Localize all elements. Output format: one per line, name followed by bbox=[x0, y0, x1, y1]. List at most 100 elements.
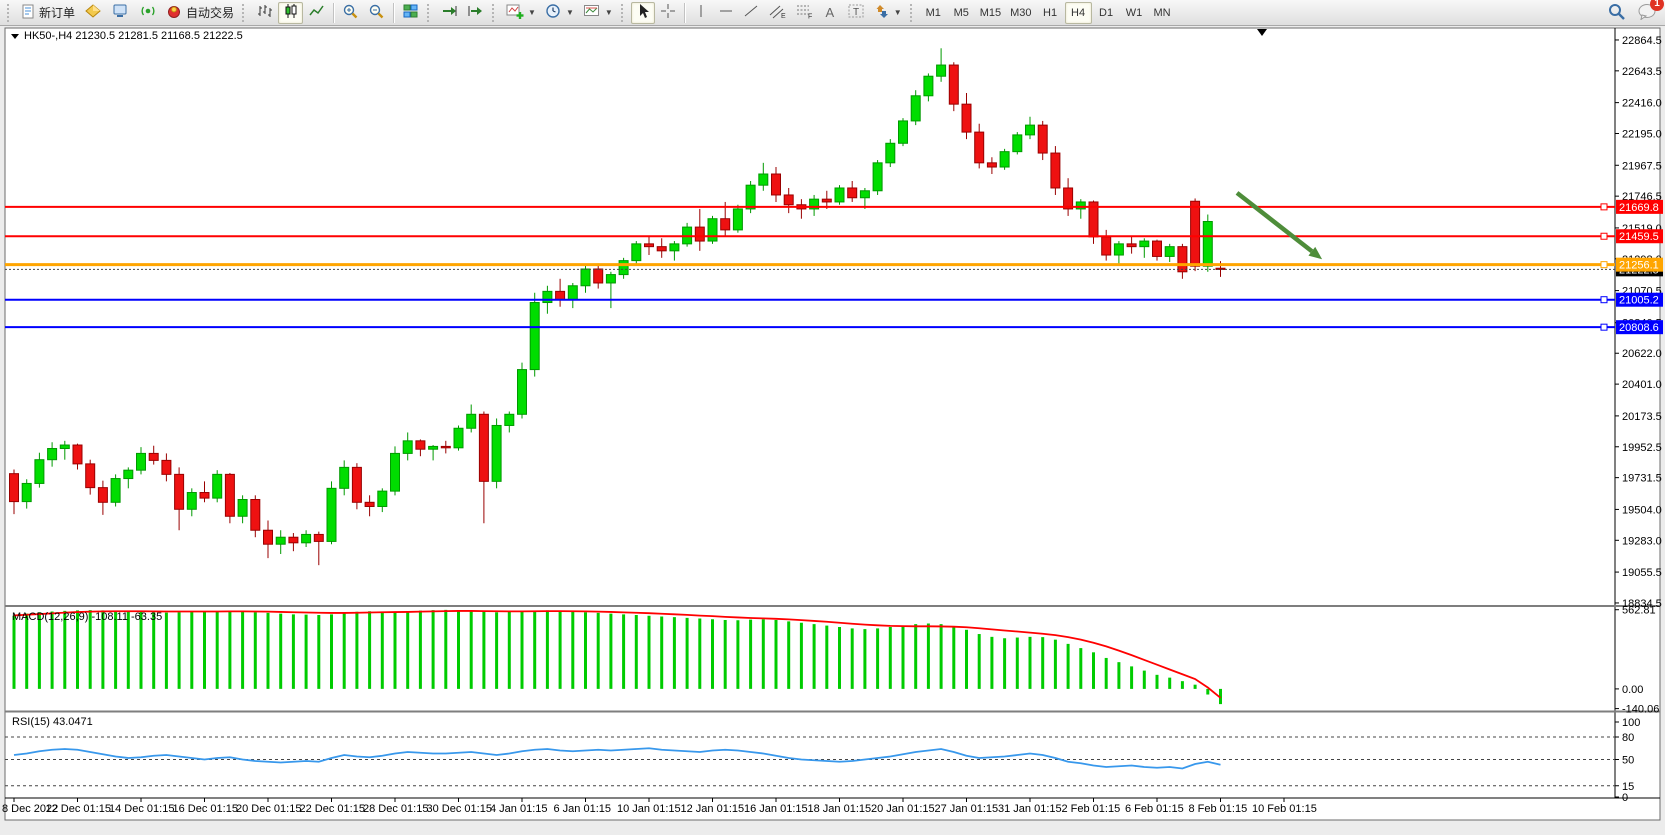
toolbar-grip bbox=[492, 3, 498, 22]
periods-caret-icon: ▼ bbox=[565, 8, 574, 17]
timeframe-button-MN[interactable]: MN bbox=[1149, 2, 1176, 24]
periods-button[interactable]: ▼ bbox=[541, 2, 578, 24]
arrows-icon bbox=[874, 3, 890, 22]
horizontal-line-tool-button[interactable] bbox=[714, 2, 738, 24]
chart-shift-button[interactable] bbox=[463, 2, 488, 24]
timeframe-button-H1[interactable]: H1 bbox=[1037, 2, 1064, 24]
tile-windows-button[interactable] bbox=[398, 2, 423, 24]
trend-arrow[interactable] bbox=[1235, 191, 1314, 254]
vertical-line-tool-button[interactable] bbox=[689, 2, 713, 24]
time-tick-label: 28 Dec 01:15 bbox=[363, 803, 428, 815]
candle-body bbox=[72, 444, 83, 465]
time-tick-label: 12 Dec 01:15 bbox=[46, 803, 111, 815]
timeframe-button-M30[interactable]: M30 bbox=[1006, 2, 1035, 24]
time-tick-label: 27 Jan 01:15 bbox=[935, 803, 999, 815]
candle-body bbox=[440, 445, 451, 449]
price-tick-label: 19504.0 bbox=[1622, 504, 1662, 516]
cursor-tool-button[interactable] bbox=[630, 1, 655, 24]
time-tick-label: 6 Jan 01:15 bbox=[554, 803, 612, 815]
candle-body bbox=[377, 490, 388, 507]
text-label-tool-button[interactable]: T bbox=[843, 2, 869, 24]
time-tick-label: 20 Jan 01:15 bbox=[871, 803, 935, 815]
level-tag-label: 21005.2 bbox=[1619, 295, 1659, 307]
price-tick-label: 22195.0 bbox=[1622, 128, 1662, 140]
candle-body bbox=[783, 194, 794, 206]
timeframe-button-M1[interactable]: M1 bbox=[920, 2, 947, 24]
time-tick-label: 20 Dec 01:15 bbox=[236, 803, 301, 815]
rsi-tick-label: 15 bbox=[1622, 781, 1634, 793]
rsi-label: RSI(15) 43.0471 bbox=[12, 716, 93, 728]
arrows-tool-button[interactable]: ▼ bbox=[870, 2, 906, 24]
candle-body bbox=[237, 499, 248, 517]
level-line-handle[interactable] bbox=[1600, 232, 1608, 240]
price-tick-label: 22416.0 bbox=[1622, 98, 1662, 110]
crosshair-tool-button[interactable] bbox=[656, 2, 680, 24]
trend-arrow-head[interactable] bbox=[1308, 246, 1323, 260]
fibonacci-tool-button[interactable]: F bbox=[791, 2, 817, 24]
timeframe-button-W1[interactable]: W1 bbox=[1121, 2, 1148, 24]
candle-body bbox=[491, 424, 502, 482]
line-chart-mode-button[interactable] bbox=[304, 2, 329, 24]
level-line-handle[interactable] bbox=[1600, 261, 1608, 269]
tile-windows-icon bbox=[402, 3, 419, 22]
candle-body bbox=[415, 440, 426, 450]
price-tick-label: 22643.5 bbox=[1622, 66, 1662, 78]
toolbar-grip bbox=[909, 3, 916, 22]
timeframe-button-H4[interactable]: H4 bbox=[1064, 1, 1092, 24]
text-tool-button[interactable]: A bbox=[818, 2, 842, 24]
price-tick-label: 18834.5 bbox=[1622, 598, 1662, 610]
candle-body bbox=[123, 469, 134, 480]
search-icon[interactable] bbox=[1607, 2, 1627, 25]
templates-button[interactable]: ▼ bbox=[579, 2, 617, 24]
autotrading-button[interactable]: 自动交易 bbox=[162, 2, 238, 24]
equidistant-channel-tool-button[interactable]: E bbox=[764, 2, 790, 24]
autoscroll-button[interactable] bbox=[437, 2, 462, 24]
rsi-tick-label: 100 bbox=[1622, 717, 1640, 729]
candle-body bbox=[936, 64, 947, 77]
gold-button[interactable] bbox=[80, 2, 107, 24]
candle-body bbox=[47, 448, 58, 461]
candle-body bbox=[580, 268, 591, 287]
toolbar-separator bbox=[683, 2, 685, 23]
price-chart: 22864.522643.522416.022195.021967.521746… bbox=[0, 26, 1665, 835]
bar-chart-mode-button[interactable] bbox=[252, 2, 277, 24]
candle-body bbox=[250, 499, 261, 531]
zoom-in-button[interactable] bbox=[338, 2, 363, 24]
trendline-tool-button[interactable] bbox=[739, 2, 763, 24]
candle-body bbox=[453, 427, 464, 449]
new-order-button[interactable]: 新订单 bbox=[17, 2, 79, 24]
time-tick-label: 31 Jan 01:15 bbox=[998, 803, 1062, 815]
signals-button[interactable] bbox=[135, 2, 161, 24]
level-tag bbox=[1616, 199, 1663, 214]
candle-body bbox=[301, 533, 312, 544]
toolbar-grip bbox=[7, 3, 13, 22]
terminal-button[interactable] bbox=[108, 2, 134, 24]
timeframe-button-D1[interactable]: D1 bbox=[1093, 2, 1120, 24]
timeframe-button-M5[interactable]: M5 bbox=[948, 2, 975, 24]
level-line-handle[interactable] bbox=[1600, 296, 1608, 304]
candlestick-mode-button[interactable] bbox=[278, 1, 304, 24]
ohlc-expander-icon[interactable] bbox=[11, 34, 19, 39]
price-tick-label: 19055.5 bbox=[1622, 567, 1662, 579]
candle-body bbox=[1202, 221, 1213, 267]
time-tick-label: 30 Dec 01:15 bbox=[427, 803, 492, 815]
candle-body bbox=[745, 184, 756, 210]
candle-body bbox=[605, 274, 616, 284]
gold-icon bbox=[84, 3, 103, 22]
rsi-tick-label: 50 bbox=[1622, 755, 1634, 767]
candle-body bbox=[97, 487, 108, 503]
clock-icon bbox=[545, 3, 562, 22]
timeframe-button-M15[interactable]: M15 bbox=[976, 2, 1005, 24]
price-tick-label: 21967.5 bbox=[1622, 160, 1662, 172]
zoom-out-button[interactable] bbox=[364, 2, 389, 24]
chart-shift-marker[interactable] bbox=[1257, 29, 1267, 36]
notifications-button[interactable]: 1 bbox=[1637, 0, 1664, 25]
price-tick-label: 19731.5 bbox=[1622, 473, 1662, 485]
level-line-handle[interactable] bbox=[1600, 323, 1608, 331]
candle-body bbox=[593, 268, 604, 284]
indicators-button[interactable]: ▼ bbox=[502, 2, 540, 24]
level-line-handle[interactable] bbox=[1600, 203, 1608, 211]
candle-body bbox=[34, 459, 45, 484]
candle-body bbox=[834, 187, 845, 203]
candlestick-icon bbox=[282, 3, 299, 22]
